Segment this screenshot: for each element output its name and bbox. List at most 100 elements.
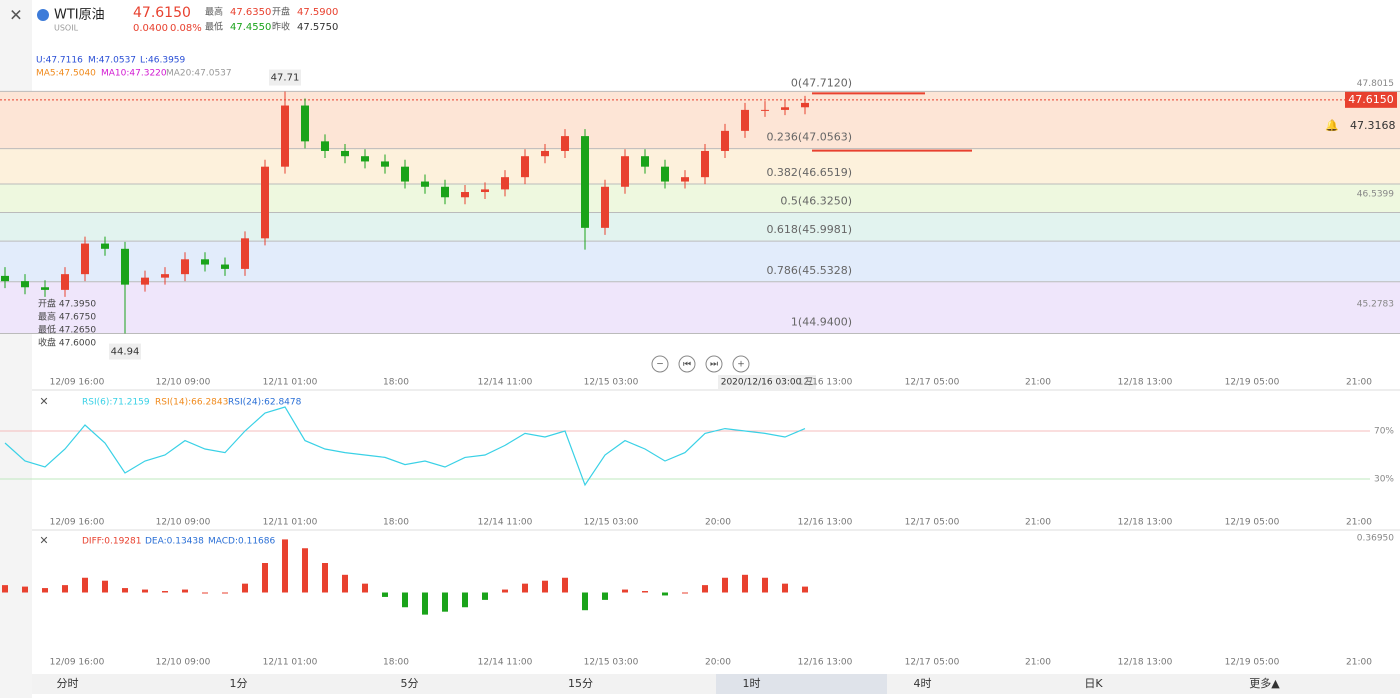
macd-bar	[602, 592, 608, 600]
macd-bar	[762, 577, 768, 593]
candle-body	[121, 248, 129, 285]
macd-bar	[682, 592, 688, 594]
x-tick-label: 12/11 01:00	[263, 658, 318, 668]
x-tick-label: 20:00	[705, 518, 731, 528]
macd-legend: DEA:0.13438	[145, 537, 204, 547]
macd-bar	[482, 592, 488, 600]
macd-bar	[782, 583, 788, 593]
alert-price: 47.3168	[1350, 119, 1396, 132]
change-pct: 0.08%	[170, 23, 202, 34]
x-tick-label: 12/09 16:00	[50, 658, 105, 668]
x-tick-label: 18:00	[383, 658, 409, 668]
candle-body	[161, 274, 169, 278]
candle-body	[81, 243, 89, 275]
macd-bar	[802, 586, 808, 593]
close-icon[interactable]: ✕	[39, 534, 48, 547]
zoom-icon: ⏮	[683, 360, 691, 370]
tab[interactable]: 1时	[743, 677, 761, 690]
candle-body	[241, 238, 249, 269]
macd-bar	[2, 585, 8, 593]
price: 47.6150	[133, 5, 191, 21]
x-tick-label: 21:00	[1025, 378, 1051, 388]
x-tick-label: 12/10 09:00	[156, 518, 211, 528]
x-tick-label: 12/16 13:00	[798, 658, 853, 668]
macd-bar	[222, 592, 228, 594]
fib-label: 1(44.9400)	[791, 316, 852, 329]
x-tick-label: 12/15 03:00	[584, 658, 639, 668]
macd-bar	[502, 589, 508, 593]
fib-zone	[0, 241, 1400, 282]
candle-body	[661, 166, 669, 182]
macd-legend: DIFF:0.19281	[82, 537, 142, 547]
macd-bar	[642, 591, 648, 593]
candle-body	[221, 264, 229, 269]
macd-bar	[82, 577, 88, 593]
symbol-icon	[37, 9, 49, 21]
candle-body	[761, 109, 769, 111]
fib-label: 0.236(47.0563)	[766, 131, 852, 144]
candle-body	[441, 186, 449, 198]
tab[interactable]: 4时	[914, 677, 932, 690]
candle-body	[781, 107, 789, 110]
zoom-icon: +	[737, 360, 745, 370]
fib-zone	[0, 212, 1400, 242]
zoom-button[interactable]	[651, 355, 669, 373]
tab[interactable]: 分时	[57, 677, 79, 690]
value: 47.6350	[230, 7, 271, 18]
close-icon[interactable]: ✕	[39, 395, 48, 408]
tab[interactable]: 15分	[568, 677, 593, 690]
macd-bar	[342, 574, 348, 593]
x-tick-label: 12/19 05:00	[1225, 518, 1280, 528]
zoom-button[interactable]	[705, 355, 723, 373]
annotation-box	[109, 343, 141, 360]
x-tick-label: 12/15 03:00	[584, 378, 639, 388]
macd-bar	[402, 592, 408, 608]
close-icon[interactable]: ✕	[9, 6, 22, 25]
macd-bar	[262, 563, 268, 593]
candle-body	[1, 275, 9, 282]
zoom-button[interactable]	[678, 355, 696, 373]
macd-bar	[442, 592, 448, 612]
label: 开盘	[272, 6, 290, 18]
y-tick-label: 0.36950	[1357, 534, 1394, 544]
bell[interactable]: 🔔	[1325, 119, 1339, 132]
y-tick-label: 70%	[1374, 427, 1394, 437]
macd-bar	[202, 592, 208, 594]
x-tick-label: 12/10 09:00	[156, 378, 211, 388]
label: 最高	[205, 6, 223, 18]
x-tick-label: 12/14 11:00	[478, 518, 533, 528]
x-tick-label: 18:00	[383, 378, 409, 388]
candle-body	[581, 136, 589, 228]
zoom-button[interactable]	[732, 355, 750, 373]
macd-bar	[422, 592, 428, 615]
rsi-line	[4, 406, 806, 487]
candle-body	[481, 189, 489, 193]
macd-bar	[122, 588, 128, 593]
macd-bar	[362, 583, 368, 593]
x-tick-label: 12/18 13:00	[1118, 378, 1173, 388]
fib-zone	[0, 91, 1400, 149]
x-tick-label: 12/19 05:00	[1225, 658, 1280, 668]
macd-bar	[142, 589, 148, 593]
candle-body	[541, 150, 549, 157]
macd-bar	[542, 580, 548, 593]
candle-body	[361, 156, 369, 162]
symbol[interactable]: WTI原油	[54, 8, 105, 23]
candle-body	[201, 259, 209, 265]
annotation-box	[269, 69, 301, 86]
x-tick-label: 12/14 11:00	[478, 378, 533, 388]
y-tick-label: 45.2783	[1357, 300, 1394, 310]
tab[interactable]: 5分	[401, 677, 419, 690]
macd-legend: MACD:0.11686	[208, 537, 276, 547]
candle-body	[501, 177, 509, 190]
tab[interactable]: 1分	[230, 677, 248, 690]
candle-body	[41, 287, 49, 290]
macd-bar	[722, 577, 728, 593]
candle-body	[21, 281, 29, 288]
tab[interactable]: 日K	[1084, 677, 1103, 690]
y-tick-label: 30%	[1374, 475, 1394, 485]
boll-legend: L:46.3959	[140, 56, 186, 66]
tab[interactable]: 更多▲	[1249, 676, 1280, 690]
macd-bar	[42, 588, 48, 593]
